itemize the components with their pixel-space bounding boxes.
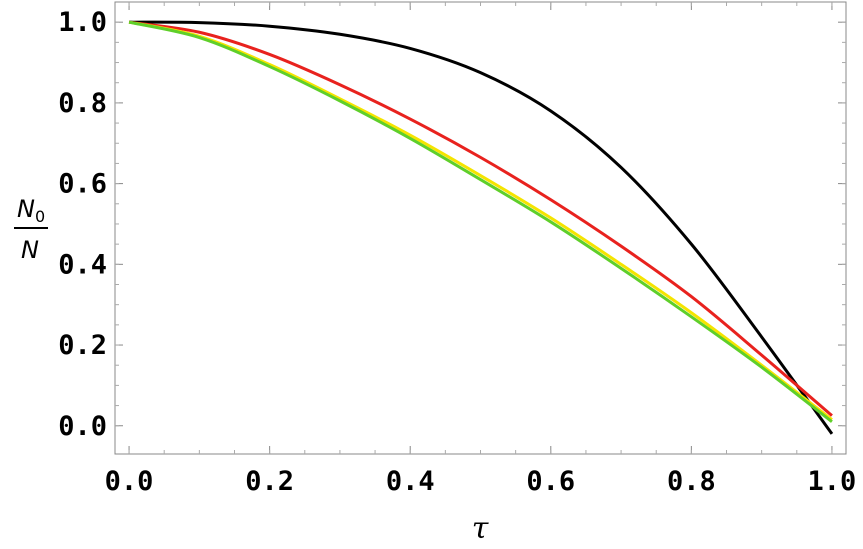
y-axis-label: N0 N	[14, 195, 48, 264]
y-label-numerator: N	[17, 195, 35, 223]
y-tick-label: 1.0	[58, 7, 107, 38]
y-tick-label: 0.8	[58, 88, 107, 119]
x-axis-label: τ	[472, 511, 489, 546]
x-tick-label: 0.6	[526, 466, 575, 497]
series-line-1	[129, 20, 834, 435]
x-tick-label: 0.8	[667, 466, 716, 497]
y-tick-label: 0.2	[58, 330, 107, 361]
y-tick-label: 0.6	[58, 169, 107, 200]
series-line-2	[128, 20, 833, 417]
tick-marks	[115, 2, 846, 454]
y-tick-labels: 0.0 0.2 0.4 0.6 0.8 1.0	[58, 7, 107, 442]
series-line-3	[128, 20, 833, 421]
series-line-4	[128, 20, 833, 423]
x-tick-labels: 0.0 0.2 0.4 0.6 0.8 1.0	[105, 466, 857, 497]
x-tick-label: 1.0	[808, 466, 857, 497]
y-tick-label: 0.4	[58, 249, 107, 280]
x-tick-label: 0.0	[105, 466, 154, 497]
x-tick-label: 0.4	[386, 466, 435, 497]
plot-frame	[114, 1, 847, 455]
series-group	[128, 20, 834, 435]
x-tick-label: 0.2	[245, 466, 294, 497]
y-label-denominator: N	[21, 236, 39, 264]
y-label-subscript: 0	[35, 207, 45, 226]
y-tick-label: 0.0	[58, 411, 107, 442]
svg-text:N0: N0	[17, 195, 45, 226]
